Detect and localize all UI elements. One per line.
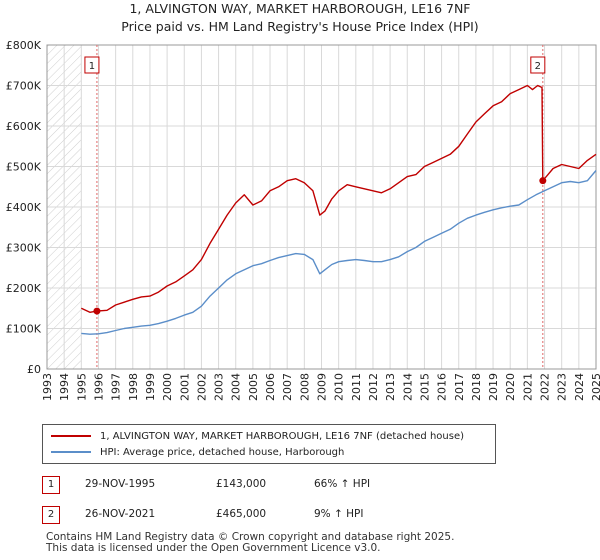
legend-item-hpi: HPI: Average price, detached house, Harb… — [51, 445, 344, 459]
legend-label-property: 1, ALVINGTON WAY, MARKET HARBOROUGH, LE1… — [100, 430, 465, 442]
sale-date: 29-NOV-1995 — [85, 478, 156, 490]
plot-frame — [46, 44, 597, 370]
x-tick-label: 2013 — [384, 373, 397, 401]
x-tick-label: 2000 — [161, 373, 174, 401]
sale-marker-label: 2 — [535, 61, 541, 72]
x-tick-label: 1994 — [58, 373, 71, 401]
sale-date: 26-NOV-2021 — [85, 508, 156, 520]
x-tick-label: 2014 — [401, 373, 414, 401]
legend-swatch-hpi — [51, 451, 91, 453]
chart-title: 1, ALVINGTON WAY, MARKET HARBOROUGH, LE1… — [129, 1, 471, 16]
x-tick-label: 2022 — [539, 373, 552, 401]
x-tick-label: 2006 — [264, 373, 277, 401]
sale-marker-label: 1 — [89, 61, 95, 72]
legend-item-property: 1, ALVINGTON WAY, MARKET HARBOROUGH, LE1… — [51, 429, 464, 443]
series-line-property — [81, 84, 597, 313]
y-tick-label: £600K — [6, 120, 42, 133]
x-tick-label: 1993 — [41, 373, 54, 401]
x-tick-label: 1996 — [92, 373, 105, 401]
x-tick-label: 2023 — [556, 373, 569, 401]
x-tick-label: 2021 — [521, 373, 534, 401]
x-tick-label: 2015 — [418, 373, 431, 401]
sale-point — [93, 307, 101, 315]
sale-hpi-change: 9% ↑ HPI — [314, 508, 364, 520]
x-tick-label: 2005 — [247, 373, 260, 401]
sale-price: £143,000 — [216, 478, 267, 490]
x-tick-label: 2018 — [470, 373, 483, 401]
sale-badge: 2 — [42, 506, 60, 524]
x-tick-label: 2011 — [350, 373, 363, 401]
x-tick-label: 2004 — [230, 373, 243, 401]
x-tick-label: 2012 — [367, 373, 380, 401]
footer: Contains HM Land Registry data © Crown c… — [46, 532, 454, 554]
sale-hpi-change: 66% ↑ HPI — [314, 478, 371, 490]
legend-swatch-property — [51, 435, 91, 437]
x-tick-label: 1998 — [127, 373, 140, 401]
price-chart: £0 £100K £200K £300K £400K £500K £600K £700K £80… — [6, 39, 600, 401]
sale-point — [539, 177, 547, 185]
x-tick-label: 1997 — [110, 373, 123, 401]
y-tick-label: £200K — [6, 282, 42, 295]
x-tick-label: 2025 — [590, 373, 600, 401]
x-tick-label: 2002 — [195, 373, 208, 401]
y-tick-label: £400K — [6, 201, 42, 214]
x-tick-label: 2020 — [504, 373, 517, 401]
x-tick-label: 2009 — [316, 373, 329, 401]
footer-line-copyright: Contains HM Land Registry data © Crown c… — [46, 531, 455, 543]
chart-title-block: 1, ALVINGTON WAY, MARKET HARBOROUGH, LE1… — [0, 0, 600, 36]
x-tick-label: 2017 — [453, 373, 466, 401]
legend: 1, ALVINGTON WAY, MARKET HARBOROUGH, LE1… — [42, 424, 496, 464]
footer-line-licence: This data is licensed under the Open Gov… — [46, 542, 381, 554]
series-line-hpi — [81, 170, 597, 335]
x-tick-label: 2010 — [333, 373, 346, 401]
x-tick-label: 2008 — [298, 373, 311, 401]
sale-marker-badge — [530, 56, 546, 74]
sale-marker-badge — [84, 56, 100, 74]
x-tick-label: 2024 — [573, 373, 586, 401]
x-tick-label: 1995 — [75, 373, 88, 401]
sale-badge: 1 — [42, 476, 60, 494]
y-tick-label: £0 — [27, 363, 41, 376]
y-tick-label: £100K — [6, 323, 42, 336]
y-tick-label: £500K — [6, 161, 42, 174]
x-tick-label: 2001 — [178, 373, 191, 401]
legend-label-hpi: HPI: Average price, detached house, Harb… — [100, 446, 345, 458]
sale-price: £465,000 — [216, 508, 267, 520]
y-tick-label: £800K — [6, 39, 42, 52]
x-tick-label: 2016 — [436, 373, 449, 401]
x-tick-label: 2007 — [281, 373, 294, 401]
x-tick-label: 1999 — [144, 373, 157, 401]
x-tick-label: 2003 — [213, 373, 226, 401]
y-tick-label: £300K — [6, 242, 42, 255]
chart-subtitle: Price paid vs. HM Land Registry's House … — [121, 19, 479, 34]
y-tick-label: £700K — [6, 80, 42, 93]
x-tick-label: 2019 — [487, 373, 500, 401]
